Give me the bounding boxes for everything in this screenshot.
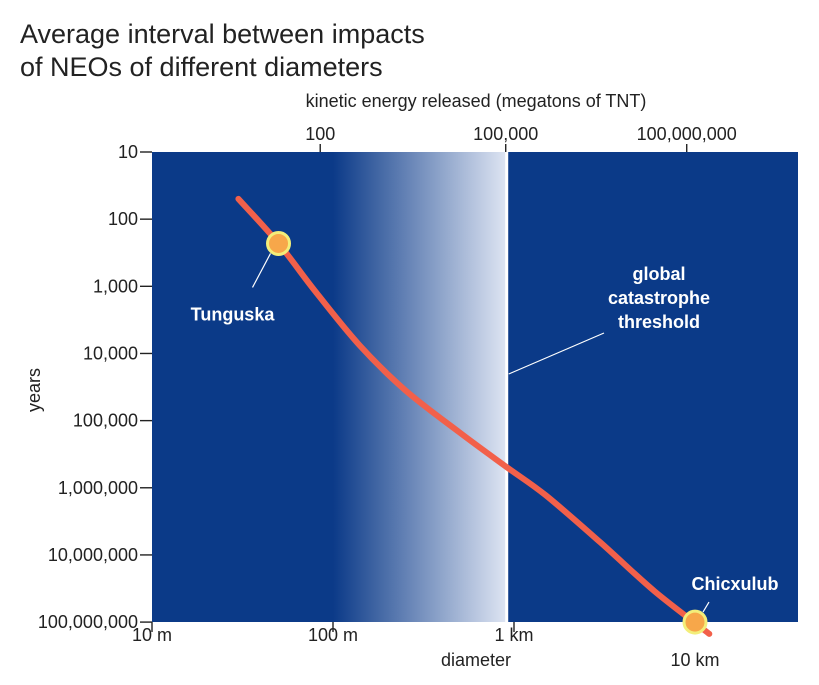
threshold-label-line: global bbox=[633, 264, 686, 284]
annotation-label-tunguska: Tunguska bbox=[191, 304, 276, 324]
x-axis-ticks: 10 m 100 m 1 km 10 km bbox=[132, 622, 720, 670]
threshold-label-line: catastrophe bbox=[608, 288, 710, 308]
y-axis-label: years bbox=[24, 368, 44, 412]
impact-interval-curve bbox=[235, 195, 713, 637]
x2-axis-label: kinetic energy released (megatons of TNT… bbox=[306, 91, 647, 111]
x-axis-label: diameter bbox=[441, 650, 511, 670]
x-tick-label: 10 m bbox=[132, 625, 172, 645]
x-tick-label: 10 km bbox=[670, 650, 719, 670]
chart-title: Average interval between impacts of NEOs… bbox=[20, 18, 425, 84]
y-tick-label: 100 bbox=[108, 209, 138, 229]
x-tick-label: 100 m bbox=[308, 625, 358, 645]
y-tick-label: 10,000 bbox=[83, 343, 138, 363]
y-tick-label: 1,000,000 bbox=[58, 478, 138, 498]
x2-tick-label: 100,000 bbox=[473, 124, 538, 144]
threshold-leader-line bbox=[508, 332, 605, 375]
y-axis-ticks: 10 100 1,000 10,000 100,000 1,000,000 10,000,0… bbox=[38, 142, 152, 632]
tunguska-leader-line bbox=[251, 253, 272, 288]
annotation-label-chicxulub: Chicxulub bbox=[691, 574, 778, 594]
annotations: Tunguska Chicxulub bbox=[191, 230, 779, 635]
y-tick-label: 100,000 bbox=[73, 411, 138, 431]
x-tick-label: 1 km bbox=[494, 625, 533, 645]
y-tick-label: 1,000 bbox=[93, 276, 138, 296]
y-tick-label: 100,000,000 bbox=[38, 612, 138, 632]
chicxulub-leader-line bbox=[702, 601, 710, 613]
annotation-marker-tunguska bbox=[266, 230, 292, 256]
x2-tick-label: 100,000,000 bbox=[637, 124, 737, 144]
chart-title-line-1: Average interval between impacts bbox=[20, 19, 425, 49]
x2-tick-label: 100 bbox=[305, 124, 335, 144]
threshold-label: global catastrophe threshold bbox=[508, 264, 710, 375]
y-tick-label: 10 bbox=[118, 142, 138, 162]
chart-title-line-2: of NEOs of different diameters bbox=[20, 52, 383, 82]
x2-axis-ticks: 100 100,000 100,000,000 bbox=[305, 124, 737, 152]
annotation-marker-chicxulub bbox=[682, 609, 708, 635]
transition-band bbox=[333, 152, 506, 622]
threshold-label-line: threshold bbox=[618, 312, 700, 332]
y-tick-label: 10,000,000 bbox=[48, 545, 138, 565]
